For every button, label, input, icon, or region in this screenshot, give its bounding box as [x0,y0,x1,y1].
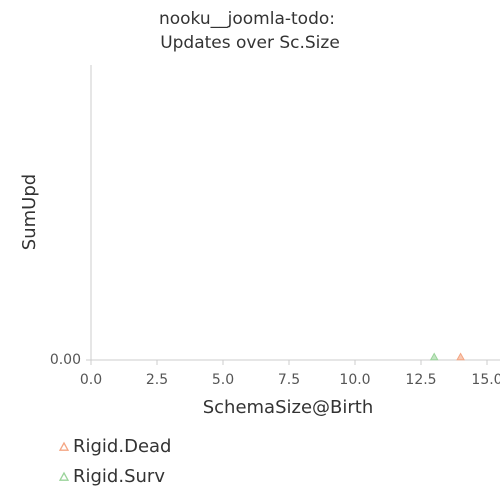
legend-marker [58,441,70,451]
x-tick-label: 0.0 [80,372,102,388]
x-tick-label: 15.0 [471,372,500,388]
x-tick-label: 10.0 [339,372,370,388]
y-tick-label: 0.00 [50,352,81,368]
x-tick-label: 7.5 [278,372,300,388]
chart-title: nooku__joomla-todo: [159,9,335,29]
point [429,352,439,361]
x-tick-label: 5.0 [212,372,234,388]
legend-label: Rigid.Dead [73,436,171,457]
legend-label: Rigid.Surv [73,466,165,487]
chart-title: Updates over Sc.Size [160,33,340,53]
point [456,352,465,361]
x-tick-label: 2.5 [146,372,168,388]
legend-marker [58,471,70,481]
x-tick-label: 12.5 [405,372,436,388]
y-axis-label: SumUpd [19,174,40,250]
x-axis-label: SchemaSize@Birth [203,397,374,418]
